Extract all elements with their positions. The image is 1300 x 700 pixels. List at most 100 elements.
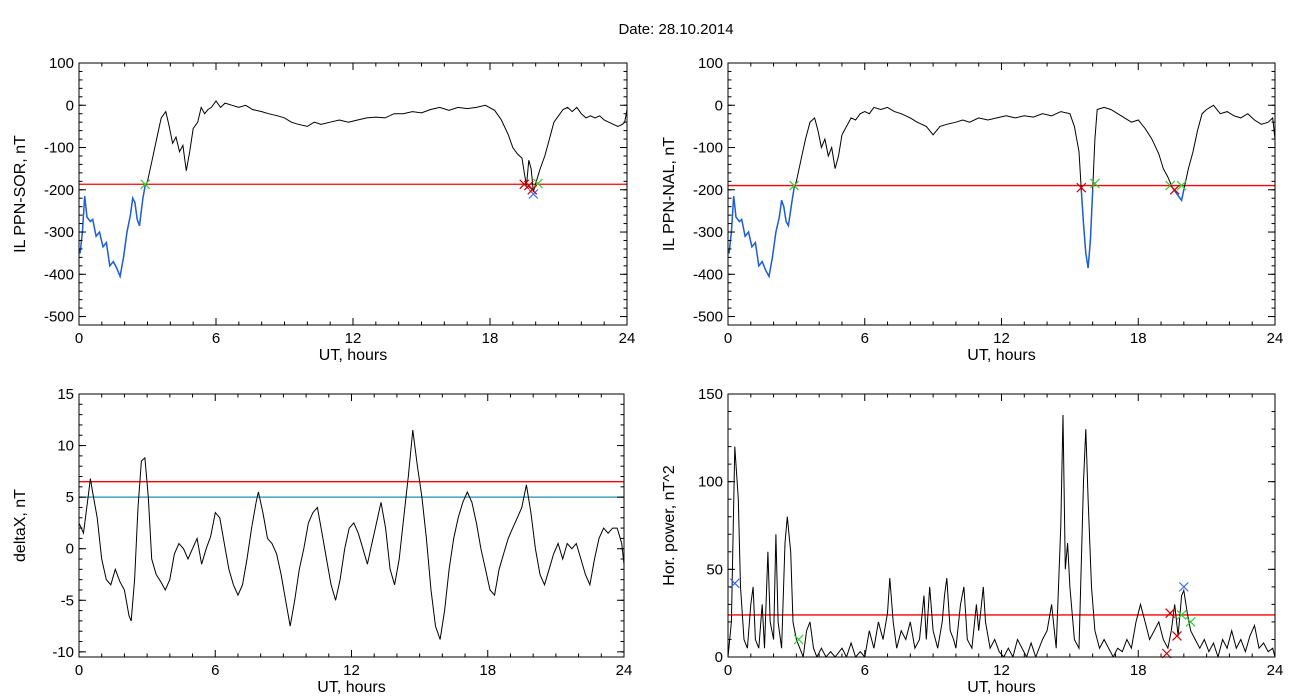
y-axis-label: IL PPN-NAL, nT [661, 137, 678, 251]
marker-stroke [1172, 631, 1182, 641]
y-tick-label: 100 [698, 474, 723, 491]
y-tick-label: -100 [693, 140, 723, 157]
y-tick-label: -10 [52, 644, 74, 661]
marker-stroke [1176, 180, 1187, 191]
plot-frame [727, 393, 1276, 658]
x-tick-label: 6 [211, 662, 219, 679]
marker-stroke [1165, 608, 1176, 619]
y-tick-label: -300 [693, 224, 723, 241]
marker-stroke [1161, 648, 1172, 659]
marker-stroke [527, 184, 538, 195]
x-tick-label: 12 [343, 662, 360, 679]
x-axis-label: UT, hours [317, 679, 385, 696]
y-axis-label: Hor. power, nT^2 [661, 465, 678, 586]
y-tick-label: 0 [715, 97, 723, 114]
x-tick-label: 0 [75, 330, 83, 347]
y-tick-label: 100 [49, 55, 74, 72]
x-tick-label: 12 [345, 330, 362, 347]
y-tick-label: 0 [66, 541, 74, 558]
series-line [79, 430, 624, 640]
marker-stroke [789, 180, 800, 191]
x-tick-label: 18 [1130, 662, 1147, 679]
y-axis-label: IL PPN-SOR, nT [12, 135, 29, 253]
panel-3: 0 6 12 18 24 15 10 5 0 -5 -10 UT, hours deltaX, nT [12, 386, 632, 696]
series-below-threshold [79, 185, 146, 280]
y-tick-label: 5 [66, 489, 74, 506]
y-tick-label: 0 [715, 649, 723, 666]
event-marker [1169, 184, 1180, 195]
x-axis-label: UT, hours [967, 679, 1035, 696]
series-line [79, 100, 627, 279]
event-marker [1165, 608, 1176, 619]
event-marker [789, 180, 800, 191]
marker-stroke [519, 179, 530, 190]
event-marker [140, 179, 151, 190]
event-marker [793, 634, 804, 645]
series-line [728, 104, 1275, 278]
figure-title: Date: 28.10.2014 [618, 21, 733, 38]
y-axis-label: deltaX, nT [12, 489, 29, 562]
marker-stroke [1176, 609, 1187, 620]
marker-stroke [528, 189, 539, 199]
plot-frame [727, 62, 1276, 326]
series-line [728, 414, 1275, 657]
x-tick-label: 6 [212, 330, 220, 347]
event-marker [1172, 631, 1182, 641]
y-tick-label: 150 [698, 386, 723, 403]
y-tick-label: 15 [57, 386, 74, 403]
x-tick-label: 24 [1267, 662, 1284, 679]
y-tick-label: -100 [44, 140, 74, 157]
y-tick-label: 50 [706, 561, 723, 578]
series-below-threshold [1171, 187, 1185, 203]
event-marker [1176, 609, 1187, 620]
x-axis-label: UT, hours [967, 347, 1035, 364]
y-tick-label: 100 [698, 55, 723, 72]
series-below-threshold [1080, 189, 1094, 269]
marker-stroke [140, 179, 151, 190]
x-tick-label: 18 [482, 330, 499, 347]
marker-stroke [1185, 617, 1196, 627]
y-tick-label: -300 [44, 224, 74, 241]
marker-stroke [729, 578, 740, 589]
x-tick-label: 12 [993, 330, 1010, 347]
x-tick-label: 0 [75, 662, 83, 679]
event-marker [1185, 617, 1196, 627]
event-marker [1178, 581, 1189, 592]
x-axis-label: UT, hours [319, 347, 387, 364]
y-tick-label: -400 [44, 266, 74, 283]
plot-frame [78, 62, 628, 326]
x-tick-label: 18 [479, 662, 496, 679]
y-tick-label: -200 [44, 182, 74, 199]
x-tick-label: 0 [724, 662, 732, 679]
panel-4: 0 6 12 18 24 150 100 50 0 UT, hours Hor. power, nT… [661, 386, 1283, 696]
event-marker [1076, 182, 1087, 193]
event-marker [1161, 648, 1172, 659]
marker-stroke [1076, 182, 1087, 193]
event-marker [527, 184, 538, 195]
x-tick-label: 6 [861, 330, 869, 347]
y-tick-label: 0 [66, 97, 74, 114]
x-tick-label: 6 [861, 662, 869, 679]
event-marker [729, 578, 740, 589]
panel-1: 0 6 12 18 24 100 0 -100 -200 -300 -400 -500 UT, hour… [12, 55, 635, 364]
event-marker [1176, 180, 1187, 191]
x-tick-label: 12 [993, 662, 1010, 679]
marker-stroke [793, 634, 804, 645]
y-tick-label: -5 [61, 592, 74, 609]
panel-2: 0 6 12 18 24 100 0 -100 -200 -300 -400 -500 UT, hour… [661, 55, 1283, 364]
event-marker [1090, 178, 1100, 189]
x-tick-label: 24 [619, 330, 636, 347]
y-tick-label: -400 [693, 266, 723, 283]
x-tick-label: 0 [724, 330, 732, 347]
y-tick-label: 10 [57, 438, 74, 455]
marker-stroke [1178, 581, 1189, 592]
marker-stroke [1090, 178, 1100, 189]
x-tick-label: 24 [616, 662, 633, 679]
y-tick-label: -500 [693, 309, 723, 326]
x-tick-label: 24 [1267, 330, 1284, 347]
y-tick-label: -200 [693, 182, 723, 199]
y-tick-label: -500 [44, 309, 74, 326]
series-below-threshold [728, 187, 795, 279]
